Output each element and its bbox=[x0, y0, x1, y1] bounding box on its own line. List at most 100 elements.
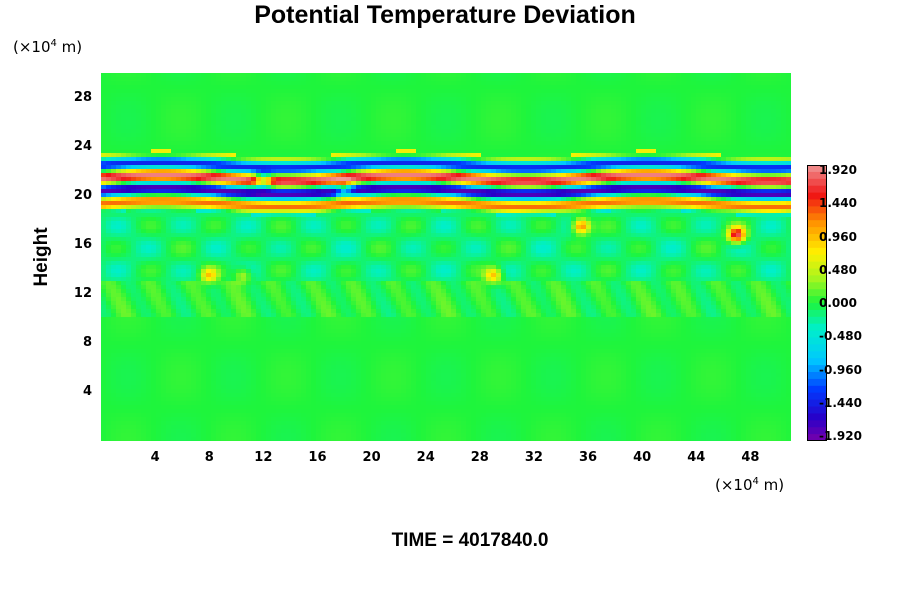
heatmap-cell bbox=[311, 97, 317, 102]
heatmap-cell bbox=[326, 97, 332, 102]
heatmap-cell bbox=[321, 149, 327, 154]
heatmap-cell bbox=[176, 161, 182, 166]
heatmap-cell bbox=[681, 121, 687, 126]
heatmap-cell bbox=[126, 173, 132, 178]
heatmap-cell bbox=[696, 173, 702, 178]
heatmap-cell bbox=[551, 113, 557, 118]
heatmap-cell bbox=[301, 105, 307, 110]
heatmap-cell bbox=[781, 93, 787, 98]
heatmap-cell bbox=[666, 125, 672, 130]
heatmap-cell bbox=[576, 153, 582, 158]
heatmap-cell bbox=[521, 137, 527, 142]
heatmap-cell bbox=[166, 117, 172, 122]
heatmap-cell bbox=[311, 157, 317, 162]
heatmap-cell bbox=[676, 117, 682, 122]
heatmap-cell bbox=[311, 93, 317, 98]
heatmap-cell bbox=[466, 113, 472, 118]
heatmap-cell bbox=[676, 93, 682, 98]
heatmap-cell bbox=[191, 105, 197, 110]
heatmap-cell bbox=[126, 149, 132, 154]
heatmap-cell bbox=[531, 93, 537, 98]
heatmap-cell bbox=[466, 101, 472, 106]
heatmap-cell bbox=[471, 137, 477, 142]
heatmap-cell bbox=[261, 197, 267, 202]
heatmap-cell bbox=[486, 209, 492, 214]
heatmap-cell bbox=[276, 141, 282, 146]
heatmap-cell bbox=[571, 117, 577, 122]
heatmap-cell bbox=[406, 165, 412, 170]
heatmap-cell bbox=[601, 197, 607, 202]
heatmap-cell bbox=[441, 129, 447, 134]
heatmap-cell bbox=[356, 141, 362, 146]
heatmap-cell bbox=[576, 77, 582, 82]
heatmap-cell bbox=[311, 81, 317, 86]
heatmap-cell bbox=[596, 101, 602, 106]
heatmap-cell bbox=[166, 153, 172, 158]
heatmap-cell bbox=[356, 193, 362, 198]
heatmap-cell bbox=[461, 185, 467, 190]
heatmap-cell bbox=[256, 169, 262, 174]
heatmap-cell bbox=[481, 189, 487, 194]
heatmap-cell bbox=[311, 201, 317, 206]
heatmap-cell bbox=[131, 133, 137, 138]
heatmap-cell bbox=[676, 73, 682, 78]
heatmap-cell bbox=[156, 209, 162, 214]
heatmap-cell bbox=[361, 125, 367, 130]
heatmap-cell bbox=[146, 177, 152, 182]
heatmap-cell bbox=[561, 133, 567, 138]
heatmap-cell bbox=[176, 157, 182, 162]
heatmap-cell bbox=[771, 141, 777, 146]
heatmap-cell bbox=[451, 73, 457, 78]
heatmap-cell bbox=[321, 173, 327, 178]
heatmap-cell bbox=[191, 165, 197, 170]
heatmap-cell bbox=[411, 173, 417, 178]
heatmap-cell bbox=[336, 85, 342, 90]
heatmap-cell bbox=[456, 81, 462, 86]
heatmap-cell bbox=[786, 181, 791, 186]
heatmap-cell bbox=[521, 153, 527, 158]
heatmap-cell bbox=[481, 213, 487, 218]
heatmap-cell bbox=[716, 89, 722, 94]
heatmap-cell bbox=[466, 157, 472, 162]
heatmap-cell bbox=[566, 129, 572, 134]
heatmap-cell bbox=[366, 133, 372, 138]
heatmap-cell bbox=[256, 153, 262, 158]
heatmap-cell bbox=[426, 181, 432, 186]
heatmap-cell bbox=[651, 137, 657, 142]
heatmap-cell bbox=[231, 205, 237, 210]
heatmap-cell bbox=[146, 189, 152, 194]
heatmap-cell bbox=[786, 169, 791, 174]
heatmap-cell bbox=[611, 129, 617, 134]
heatmap-cell bbox=[511, 149, 517, 154]
heatmap-cell bbox=[516, 161, 522, 166]
heatmap-cell bbox=[641, 133, 647, 138]
heatmap-cell bbox=[516, 213, 522, 218]
heatmap-cell bbox=[556, 77, 562, 82]
heatmap-cell bbox=[316, 121, 322, 126]
heatmap-cell bbox=[231, 73, 237, 78]
heatmap-cell bbox=[281, 141, 287, 146]
heatmap-cell bbox=[586, 105, 592, 110]
heatmap-cell bbox=[241, 85, 247, 90]
heatmap-cell bbox=[216, 101, 222, 106]
heatmap-cell bbox=[601, 81, 607, 86]
heatmap-cell bbox=[586, 85, 592, 90]
heatmap-cell bbox=[181, 169, 187, 174]
heatmap-cell bbox=[596, 77, 602, 82]
heatmap-cell bbox=[136, 97, 142, 102]
heatmap-cell bbox=[661, 133, 667, 138]
heatmap-cell bbox=[416, 181, 422, 186]
heatmap-cell bbox=[631, 125, 637, 130]
heatmap-cell bbox=[311, 209, 317, 214]
heatmap-cell bbox=[196, 73, 202, 78]
heatmap-cell bbox=[151, 197, 157, 202]
heatmap-cell bbox=[651, 165, 657, 170]
heatmap-cell bbox=[406, 93, 412, 98]
heatmap-cell bbox=[711, 105, 717, 110]
heatmap-cell bbox=[726, 201, 732, 206]
heatmap-cell bbox=[276, 93, 282, 98]
heatmap-cell bbox=[396, 113, 402, 118]
heatmap-cell bbox=[256, 137, 262, 142]
heatmap-cell bbox=[416, 97, 422, 102]
heatmap-cell bbox=[346, 121, 352, 126]
